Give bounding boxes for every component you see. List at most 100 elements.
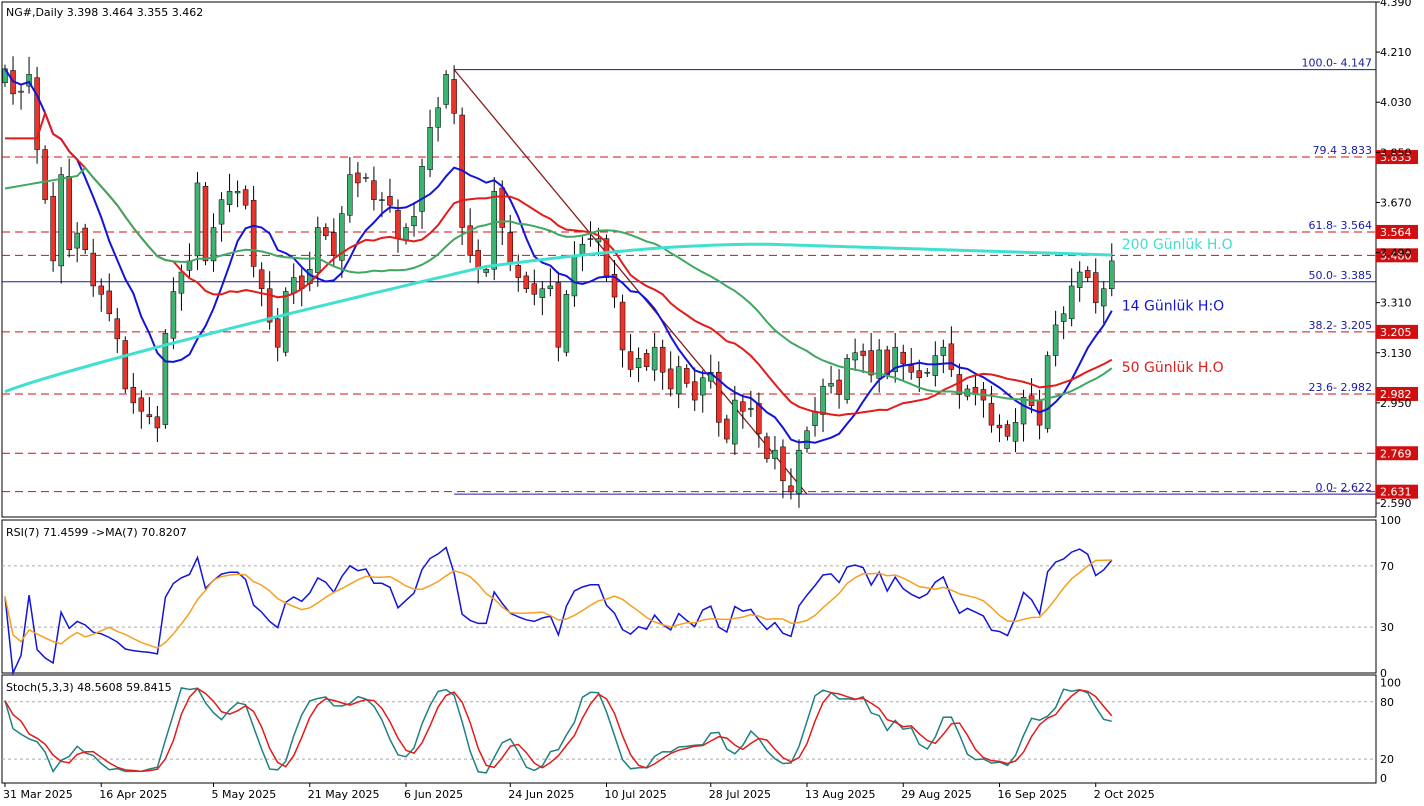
instrument-title: NG#,Daily 3.398 3.464 3.355 3.462: [6, 6, 203, 19]
candle-bear: [643, 353, 650, 367]
candle-bear: [1092, 272, 1099, 303]
ma-label-50: 50 Günlük H.O: [1122, 360, 1224, 376]
candle-bear: [42, 149, 48, 200]
candle-bear: [836, 379, 842, 395]
stochastic-panel[interactable]: 100 80 20 0 Stoch(5,3,3) 48.5608 59.8415: [1, 674, 1401, 785]
time-tick-label: 31 Mar 2025: [3, 788, 73, 801]
price-panel[interactable]: 3.833 3.564 3.480 3.205 2.982 2.769 2.631 100.…: [1, 0, 1418, 518]
ma-line-14: [4, 68, 1113, 444]
time-axis: 31 Mar 2025 16 Apr 2025 5 May 2025 21 May 2…: [3, 783, 1155, 801]
fib-label-5: 23.6- 2.982: [1309, 381, 1372, 394]
candle-bull: [178, 271, 185, 294]
rsi-lines: 100 70 30 0: [2, 514, 1401, 680]
candle-bull: [58, 174, 64, 267]
candle-bear: [908, 365, 915, 373]
fib-label-4: 38.2- 3.205: [1309, 319, 1372, 332]
candle-bear: [780, 446, 786, 482]
candle-bear: [122, 340, 129, 390]
fib-label-6: 0.0- 2.622: [1316, 481, 1372, 494]
candle-bear: [130, 387, 137, 404]
candle-bull: [1012, 422, 1019, 442]
time-tick-label: 29 Aug 2025: [901, 788, 971, 801]
candle-bear: [507, 232, 514, 264]
candle-bull: [315, 227, 321, 273]
stoch-k-line: [4, 687, 1112, 774]
candle-bull: [940, 346, 947, 356]
candle-bull: [828, 383, 834, 387]
candle-bear: [868, 350, 874, 376]
stoch-tick-label: 100: [1380, 677, 1401, 690]
candle-bull: [1068, 285, 1075, 320]
ma-label-14: 14 Günlük H:O: [1122, 299, 1224, 315]
candle-bull: [748, 408, 754, 410]
candle-bull: [708, 371, 714, 382]
horizontal-levels: 3.833 3.564 3.480 3.205 2.982 2.769 2.631: [2, 150, 1418, 499]
time-tick-label: 16 Apr 2025: [99, 788, 167, 801]
candle-bear: [202, 186, 209, 262]
candle-bear: [515, 265, 522, 278]
candle-bear: [331, 232, 337, 256]
candle-bull: [1044, 355, 1051, 429]
candle-bear: [146, 414, 153, 418]
candle-bull: [379, 199, 385, 201]
time-tick-label: 6 Jun 2025: [404, 788, 463, 801]
candle-bull: [427, 127, 433, 170]
candle-bear: [266, 288, 273, 323]
candle-bear: [788, 485, 794, 493]
candle-bull: [290, 277, 297, 294]
level-tag-2: [1376, 248, 1418, 263]
candle-bull: [411, 216, 417, 227]
candle-bull: [363, 177, 369, 179]
candle-bear: [242, 189, 249, 206]
candle-bull: [74, 232, 80, 249]
time-tick-label: 2 Oct 2025: [1094, 788, 1155, 801]
ma-line-50: [5, 109, 1113, 417]
candle-bull: [194, 182, 201, 257]
candle-bear: [531, 283, 538, 295]
candle-bear: [387, 196, 393, 206]
rsi-tick-label: 70: [1380, 560, 1394, 573]
fibonacci-levels: 100.0- 4.147 79.4 3.833 61.8- 3.564 50.0- 3…: [2, 57, 1376, 495]
candle-bear: [916, 370, 923, 379]
candle-bull: [483, 268, 489, 273]
candle-bull: [812, 410, 818, 426]
candle-bear: [884, 349, 890, 376]
candle-bear: [154, 416, 161, 429]
candle-bull: [491, 191, 497, 270]
candle-bear: [996, 424, 1003, 429]
candle-bear: [114, 318, 121, 340]
candle-bear: [683, 368, 690, 384]
candle-bull: [635, 358, 642, 369]
time-tick-label: 13 Aug 2025: [805, 788, 875, 801]
candle-bull: [876, 349, 882, 379]
level-tag-1: [1376, 224, 1418, 239]
candle-bear: [90, 252, 96, 287]
candle-bear: [1004, 424, 1011, 437]
candle-bull: [892, 346, 898, 372]
candle-bull: [218, 199, 225, 225]
candle-bear: [948, 343, 955, 370]
fib-label-0: 100.0- 4.147: [1302, 57, 1372, 70]
candle-bull: [595, 238, 602, 243]
fib-label-2: 61.8- 3.564: [1309, 219, 1372, 232]
level-tag-label-0: 3.833: [1380, 151, 1412, 164]
price-tick-label: 3.130: [1380, 347, 1412, 360]
candle-bull: [579, 243, 586, 254]
candle-bull: [772, 449, 778, 459]
candle-bull: [347, 174, 353, 216]
candle-bull: [26, 74, 32, 87]
rsi-panel[interactable]: 100 70 30 0 RSI(7) 71.4599 ->MA(7) 70.8207: [1, 514, 1401, 680]
candle-bear: [82, 227, 88, 251]
candle-bear: [691, 381, 698, 401]
level-tag-label-3: 3.205: [1380, 326, 1412, 339]
price-tick-label: 3.670: [1380, 196, 1412, 209]
candle-bull: [1052, 324, 1059, 356]
candle-bull: [1076, 271, 1083, 288]
level-tag-4: [1376, 386, 1418, 401]
candle-bear: [250, 199, 257, 267]
candle-bear: [724, 418, 730, 440]
stoch-tick-label: 0: [1380, 772, 1387, 785]
candle-bear: [619, 301, 626, 351]
rsi-line: [4, 546, 1113, 676]
candle-bull: [675, 366, 682, 395]
